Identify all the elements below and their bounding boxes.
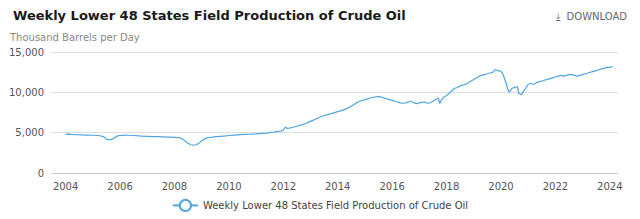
svg-text:2016: 2016 <box>379 181 404 192</box>
svg-text:2020: 2020 <box>488 181 513 192</box>
svg-text:2018: 2018 <box>434 181 459 192</box>
svg-text:2004: 2004 <box>53 181 78 192</box>
svg-text:2006: 2006 <box>107 181 132 192</box>
svg-text:Weekly Lower 48 States Field P: Weekly Lower 48 States Field Production … <box>13 8 406 23</box>
svg-text:2012: 2012 <box>271 181 296 192</box>
svg-text:10,000: 10,000 <box>9 87 44 98</box>
svg-text:2008: 2008 <box>162 181 187 192</box>
svg-text:⤓ DOWNLOAD: ⤓ DOWNLOAD <box>556 11 627 22</box>
svg-text:Thousand Barrels per Day: Thousand Barrels per Day <box>9 32 140 43</box>
svg-text:2010: 2010 <box>216 181 241 192</box>
svg-text:0: 0 <box>38 168 44 179</box>
svg-text:15,000: 15,000 <box>9 47 44 58</box>
svg-text:Weekly Lower 48 States Field P: Weekly Lower 48 States Field Production … <box>203 200 468 211</box>
svg-text:2014: 2014 <box>325 181 350 192</box>
svg-text:5,000: 5,000 <box>15 127 44 138</box>
svg-text:2024: 2024 <box>597 181 622 192</box>
svg-text:2022: 2022 <box>543 181 568 192</box>
